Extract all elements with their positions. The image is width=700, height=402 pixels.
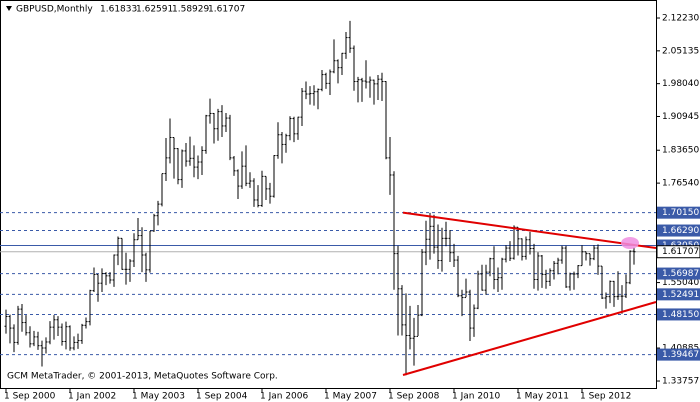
x-tick-label: 1 Sep 2004 (196, 392, 248, 402)
y-tick-label: 1.76540 (662, 179, 699, 189)
x-tick-label: 1 Jan 2006 (260, 392, 308, 402)
level-tag-box (657, 206, 700, 219)
level-tag-box (657, 267, 700, 280)
level-tag-label: 1.52491 (662, 290, 699, 300)
level-tag: 1.70150 (657, 206, 700, 219)
y-tick-label: 1.98040 (662, 79, 699, 89)
highlight-marker (621, 237, 639, 249)
y-tick-label: 1.33757 (662, 377, 699, 387)
bars (4, 20, 636, 376)
header-high: 1.62591 (136, 5, 173, 15)
header-icon (6, 6, 12, 11)
x-tick-label: 1 Sep 2012 (580, 392, 631, 402)
level-tag: 1.66290 (657, 224, 700, 237)
current-price-label: 1.61707 (662, 247, 699, 257)
symbol-title: GBPUSD,Monthly (16, 5, 93, 15)
level-tag-label: 1.70150 (662, 208, 699, 218)
level-tag-label: 1.66290 (662, 226, 699, 236)
x-tick-label: 1 May 2007 (324, 392, 377, 402)
level-tag-box (657, 288, 700, 301)
y-tick-label: 1.83650 (662, 146, 699, 156)
level-tag-box (657, 308, 700, 321)
level-tag: 1.56987 (657, 267, 700, 280)
y-tick-label: 2.12230 (662, 14, 699, 24)
header-close: 1.61707 (208, 5, 245, 15)
level-tag: 1.39467 (657, 348, 700, 361)
level-tag: 1.48150 (657, 308, 700, 321)
level-tag-box (657, 224, 700, 237)
level-tag-box (657, 348, 700, 361)
level-tag-label: 1.48150 (662, 310, 699, 320)
level-tag-label: 1.39467 (662, 350, 699, 360)
x-tick-label: 1 May 2003 (132, 392, 185, 402)
x-tick-label: 1 Jan 2002 (68, 392, 116, 402)
header-open: 1.61833 (100, 5, 137, 15)
x-tick-label: 1 Sep 2000 (4, 392, 56, 402)
y-tick-label: 2.05135 (662, 46, 699, 56)
x-tick-label: 1 Jan 2010 (452, 392, 500, 402)
y-tick-label: 1.40885 (662, 344, 699, 354)
current-price-tag: 1.61707 (656, 245, 700, 259)
plot-frame (0, 0, 657, 389)
trendline (402, 211, 657, 250)
x-tick-label: 1 May 2011 (516, 392, 569, 402)
footer-text: GCM MetaTrader, © 2001-2013, MetaQuotes … (7, 372, 278, 382)
axes: 2.12230 2.05135 1.98040 1.90945 1.83650 1.765… (4, 14, 699, 402)
header-low: 1.58929 (172, 5, 209, 15)
x-tick-label: 1 Sep 2008 (388, 392, 440, 402)
y-tick-label: 1.55040 (662, 278, 699, 288)
trendline (402, 301, 657, 376)
level-tag: 1.52491 (657, 288, 700, 301)
levels (0, 212, 656, 356)
level-tag-label: 1.56987 (662, 269, 699, 279)
current-price-box (656, 245, 700, 259)
y-tick-label: 1.90945 (662, 112, 699, 122)
trendlines (402, 211, 657, 376)
